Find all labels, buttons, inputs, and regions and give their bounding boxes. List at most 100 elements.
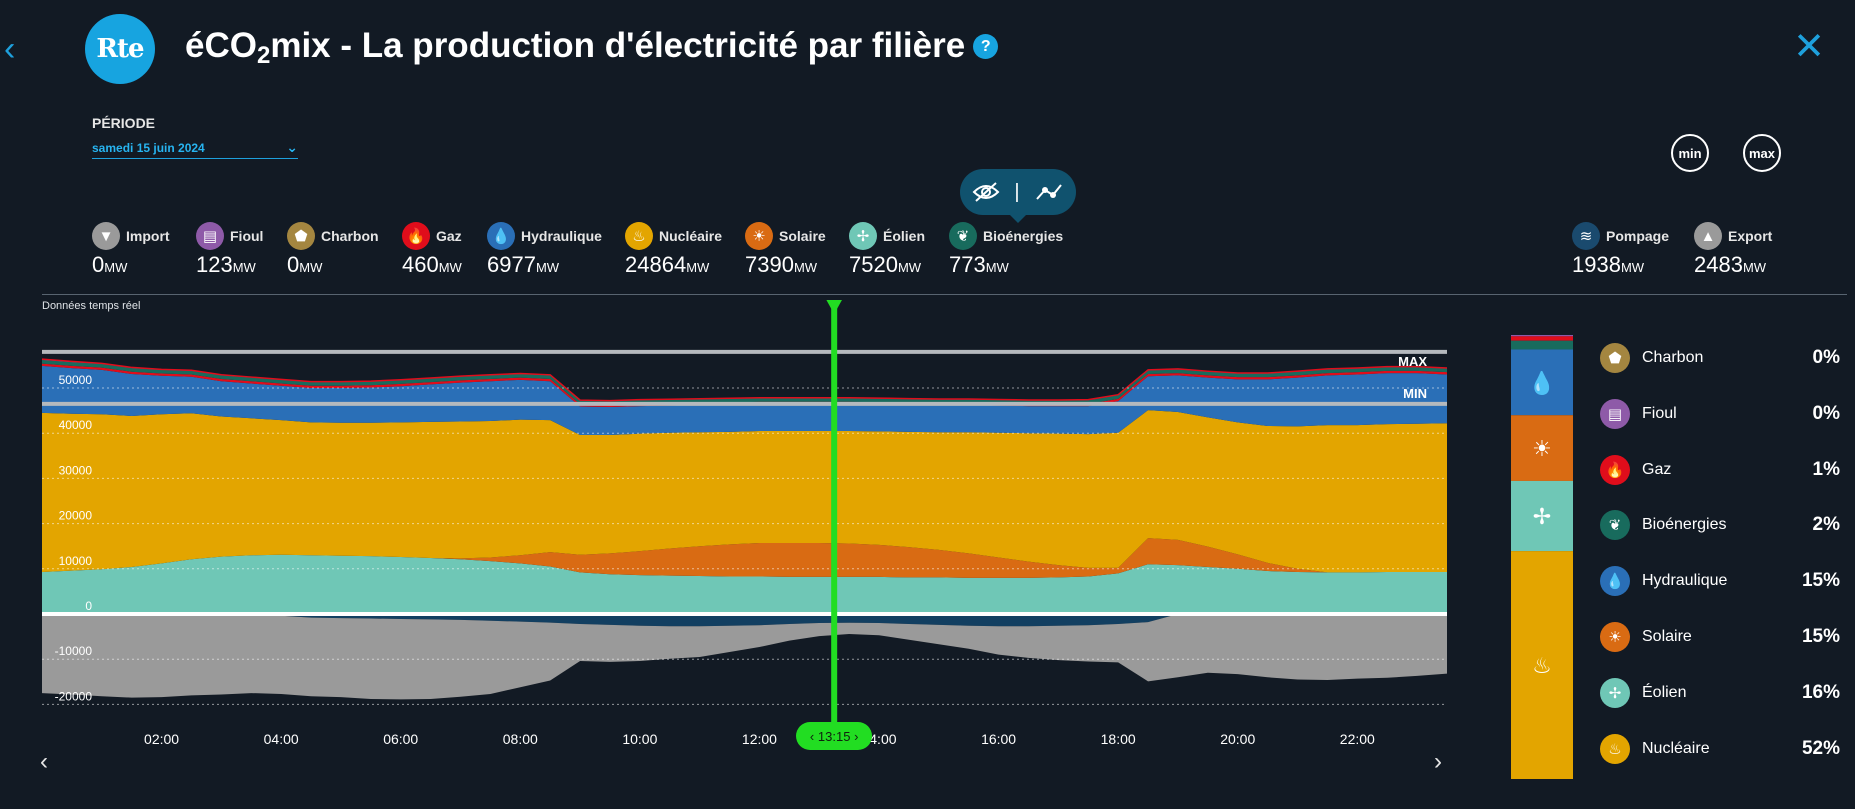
share-segment-Gaz — [1511, 336, 1573, 341]
legend-value: 7520MW — [849, 252, 925, 278]
chart-prev-icon[interactable]: ‹ — [40, 748, 48, 775]
legend-value: 0MW — [92, 252, 170, 278]
legend-name: Hydraulique — [521, 228, 602, 244]
legend-value: 24864MW — [625, 252, 722, 278]
legend-value: 6977MW — [487, 252, 602, 278]
nuclear-plant-icon: ♨ — [1532, 654, 1552, 679]
series-area-Pompage — [42, 614, 1447, 627]
legend-name: Éolien — [883, 228, 926, 244]
share-segment-Bioénergies — [1511, 340, 1573, 350]
share-row-Solaire: ☀ Solaire 15% — [1600, 619, 1840, 655]
max-button[interactable]: max — [1743, 134, 1781, 172]
share-pct: 0% — [1812, 347, 1840, 368]
production-area-chart[interactable]: -20000 -10000 0 10000 20000 30000 40000 50000 MA… — [0, 300, 1460, 780]
legend-eolien[interactable]: ✢ Éolien 7520MW — [849, 222, 925, 278]
y-tick-label: -20000 — [55, 689, 93, 703]
legend-name: Pompage — [1606, 228, 1670, 244]
wind-turbine-icon: ✢ — [1533, 505, 1551, 530]
rte-logo: Rte — [85, 14, 155, 84]
popup-separator: | — [1014, 180, 1020, 203]
legend-name: Bioénergies — [983, 228, 1064, 244]
flame-icon: 🔥 — [402, 222, 430, 250]
legend-export[interactable]: ▲ Export 2483MW — [1694, 222, 1772, 278]
chevron-down-icon: ⌄ — [286, 139, 298, 155]
share-row-Éolien: ✢ Éolien 16% — [1600, 675, 1840, 711]
share-pct: 0% — [1812, 402, 1840, 424]
legend-unit: MW — [299, 260, 323, 275]
title-prefix: éCO — [185, 26, 257, 65]
legend-unit: MW — [438, 260, 462, 275]
legend-unit: MW — [793, 260, 818, 275]
time-cursor-handle[interactable]: ‹ 13:15 › — [796, 722, 873, 750]
legend-solaire[interactable]: ☀ Solaire 7390MW — [745, 222, 826, 278]
legend-number: 123 — [196, 252, 233, 277]
water-drop-icon: 💧 — [1600, 566, 1630, 597]
legend-number: 24864 — [625, 252, 687, 277]
period-label: PÉRIODE — [92, 115, 156, 131]
legend-unit: MW — [897, 260, 922, 275]
legend-name: Import — [126, 228, 170, 244]
legend-value: 123MW — [196, 252, 263, 278]
legend-head: ✢ Éolien — [849, 222, 925, 250]
share-name: Éolien — [1642, 683, 1687, 701]
legend-value: 2483MW — [1694, 252, 1772, 278]
legend-name: Gaz — [436, 228, 462, 244]
leaf-icon: ❦ — [1600, 510, 1630, 541]
hide-eye-icon[interactable] — [972, 181, 1000, 203]
chevron-up-icon: ▲ — [1694, 222, 1722, 250]
chart-next-icon[interactable]: › — [1434, 748, 1442, 775]
title-subscript: 2 — [256, 42, 271, 69]
total-line — [41, 358, 1448, 402]
help-icon[interactable]: ? — [973, 34, 999, 59]
display-toggle-popup: | — [960, 169, 1076, 223]
cursor-left-icon: ‹ — [809, 728, 815, 744]
share-pct: 15% — [1801, 570, 1840, 592]
back-icon[interactable]: ‹ — [4, 30, 16, 68]
min-button[interactable]: min — [1671, 134, 1709, 172]
sun-icon: ☀ — [745, 222, 773, 250]
legend-hydraulique[interactable]: 💧 Hydraulique 6977MW — [487, 222, 602, 278]
legend-fioul[interactable]: ▤ Fioul 123MW — [196, 222, 263, 278]
page-title: éCO2mix - La production d'électricité pa… — [185, 26, 999, 70]
title-suffix: mix - La production d'électricité par fi… — [270, 26, 966, 65]
legend-head: 🔥 Gaz — [402, 222, 462, 250]
legend-pompage[interactable]: ≋ Pompage 1938MW — [1572, 222, 1669, 278]
share-name: Nucléaire — [1642, 739, 1710, 757]
legend-name: Charbon — [321, 228, 379, 244]
ref-label-min: MIN — [1403, 386, 1427, 401]
legend-charbon[interactable]: ⬟ Charbon 0MW — [287, 222, 379, 278]
legend-name: Fioul — [230, 228, 264, 244]
y-tick-label: 10000 — [59, 554, 93, 568]
y-tick-label: 20000 — [59, 509, 93, 523]
legend-head: ⬟ Charbon — [287, 222, 379, 250]
share-segment-Nucléaire — [1511, 551, 1573, 779]
legend-unit: MW — [686, 260, 710, 275]
legend-head: ❦ Bioénergies — [949, 222, 1063, 250]
legend-head: ≋ Pompage — [1572, 222, 1669, 250]
cursor-top-marker[interactable] — [824, 300, 844, 314]
x-tick-label: 10:00 — [622, 731, 657, 747]
close-icon[interactable]: ✕ — [1793, 26, 1825, 68]
share-pct: 16% — [1801, 681, 1840, 703]
share-name: Fioul — [1642, 404, 1677, 422]
share-pct: 1% — [1812, 458, 1840, 480]
legend-number: 7390 — [745, 252, 794, 277]
legend-nucleaire[interactable]: ♨ Nucléaire 24864MW — [625, 222, 722, 278]
legend-number: 6977 — [487, 252, 536, 277]
legend-head: ▲ Export — [1694, 222, 1772, 250]
share-name: Hydraulique — [1642, 572, 1728, 590]
line-chart-icon[interactable] — [1034, 181, 1064, 203]
legend-number: 773 — [949, 252, 986, 277]
legend-bio[interactable]: ❦ Bioénergies 773MW — [949, 222, 1063, 278]
legend-import[interactable]: ▼ Import 0MW — [92, 222, 170, 278]
legend-gaz[interactable]: 🔥 Gaz 460MW — [402, 222, 462, 278]
sun-icon: ☀ — [1532, 437, 1552, 462]
period-select[interactable]: samedi 15 juin 2024 ⌄ — [92, 137, 298, 159]
x-tick-label: 04:00 — [264, 731, 299, 747]
legend-number: 2483 — [1694, 252, 1743, 277]
y-tick-label: 50000 — [59, 373, 93, 387]
legend-unit: MW — [1742, 260, 1767, 275]
oil-barrel-icon: ▤ — [1600, 398, 1630, 429]
coal-icon: ⬟ — [1600, 343, 1630, 373]
legend-number: 0 — [287, 252, 300, 277]
